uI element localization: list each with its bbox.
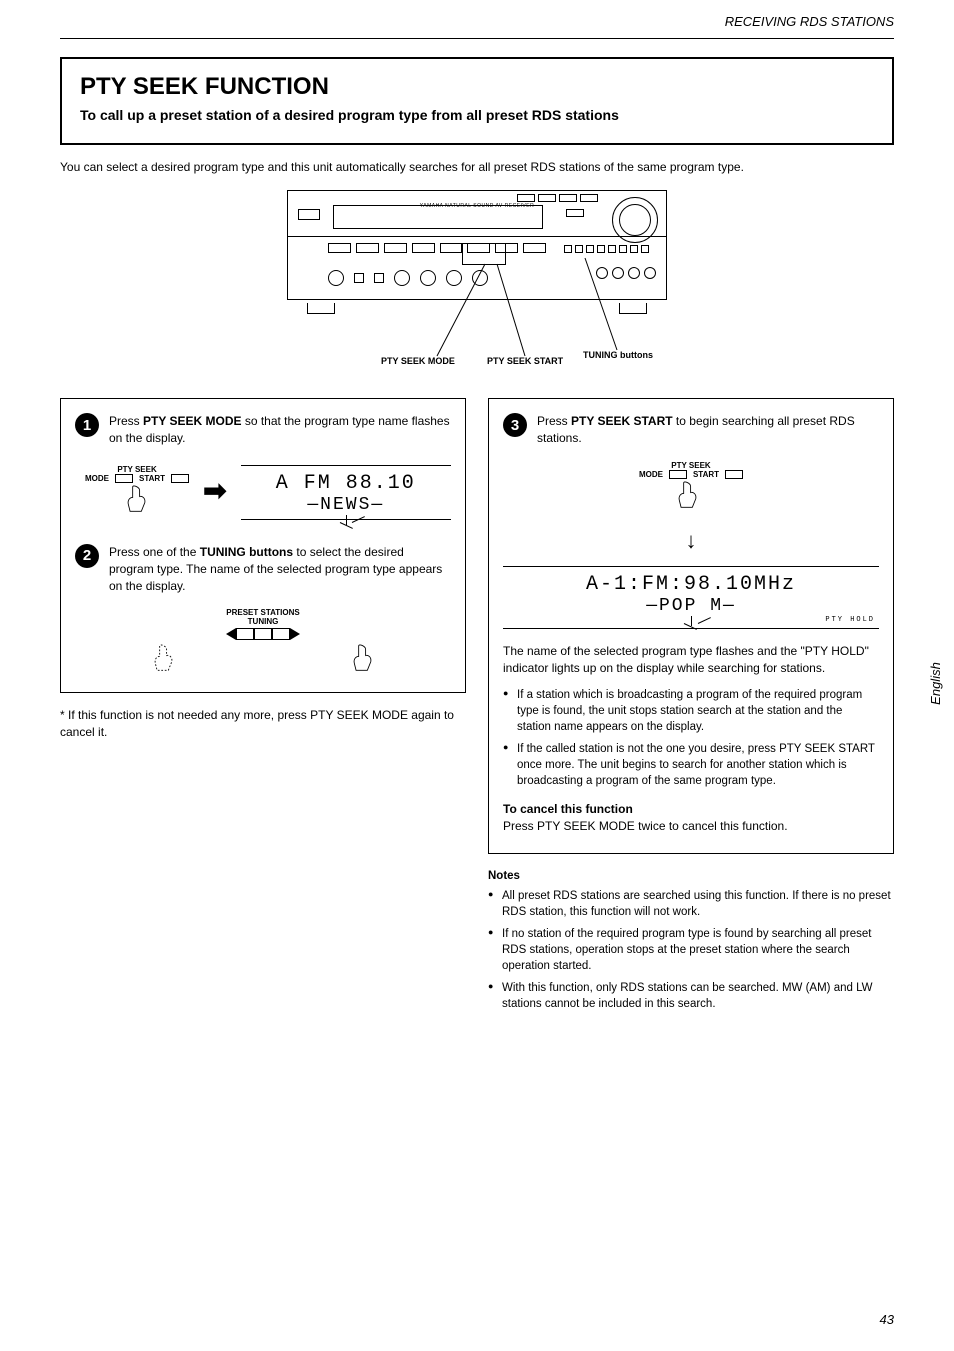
step3-bullets: If a station which is broadcasting a pro… — [503, 687, 879, 790]
top-rule — [60, 38, 894, 39]
amp-low-controls — [328, 267, 546, 289]
cancel-block: To cancel this function Press PTY SEEK M… — [503, 801, 879, 835]
pty-title: PTY SEEK — [85, 465, 189, 474]
step-3-bold: PTY SEEK START — [571, 414, 673, 428]
step-1-bold: PTY SEEK MODE — [143, 414, 241, 428]
note-3: With this function, only RDS stations ca… — [488, 980, 894, 1012]
step-1: 1 Press PTY SEEK MODE so that the progra… — [75, 413, 451, 447]
step-3-visual: PTY SEEK MODE START — [503, 461, 879, 516]
step-3-text-a: Press — [537, 414, 571, 428]
pty-hold-tag: PTY HOLD — [825, 616, 875, 624]
title-box: PTY SEEK FUNCTION To call up a preset st… — [60, 57, 894, 145]
cancel-head: To cancel this function — [503, 801, 879, 818]
header-right: RECEIVING RDS STATIONS — [725, 14, 894, 29]
tuning-right-icon — [290, 628, 300, 640]
note-2: If no station of the required program ty… — [488, 926, 894, 974]
preset-label-1: PRESET STATIONS — [75, 608, 451, 617]
arrow-right-icon: ➡ — [203, 474, 226, 507]
amp-jacks — [596, 267, 656, 279]
hand-right-icon — [350, 644, 376, 674]
mode-button-icon-r — [669, 470, 687, 479]
hand-icon-r — [675, 481, 701, 511]
preset-tuning-visual: PRESET STATIONS TUNING — [75, 608, 451, 674]
page-title: PTY SEEK FUNCTION — [80, 73, 874, 101]
pty-mode-label: MODE — [85, 474, 109, 483]
step-2: 2 Press one of the TUNING buttons to sel… — [75, 544, 451, 594]
callout-pty-mode: PTY SEEK MODE — [381, 356, 455, 366]
step-3: 3 Press PTY SEEK START to begin searchin… — [503, 413, 879, 447]
lcd-display-2: A-1:FM:98.10MHz —POP M— PTY HOLD — [503, 566, 879, 629]
pty-start-label-r: START — [693, 470, 719, 479]
preset-label-2: TUNING — [75, 617, 451, 626]
left-column: 1 Press PTY SEEK MODE so that the progra… — [60, 398, 466, 1018]
notes-block: Notes All preset RDS stations are search… — [488, 868, 894, 1013]
hand-left-dashed-icon — [151, 644, 177, 674]
step-2-num: 2 — [75, 544, 99, 568]
start-button-icon — [171, 474, 189, 483]
start-button-icon-r — [725, 470, 743, 479]
pty-mode-label-r: MODE — [639, 470, 663, 479]
callout-pty-start: PTY SEEK START — [487, 356, 563, 366]
page-subtitle: To call up a preset station of a desired… — [80, 107, 874, 123]
lcd-display-1: A FM 88.10 —NEWS— — [241, 465, 451, 520]
amp-right-buttons — [564, 245, 654, 253]
lcd1-line2: —NEWS— — [307, 495, 384, 515]
intro-text: You can select a desired program type an… — [60, 159, 894, 176]
input-selector-icon — [566, 209, 584, 217]
step-2-bold: TUNING buttons — [200, 545, 293, 559]
pty-start-label: START — [139, 474, 165, 483]
step-1-num: 1 — [75, 413, 99, 437]
callout-lines: PTY SEEK MODE PTY SEEK START TUNING butt… — [287, 310, 667, 370]
lcd2-line1: A-1:FM:98.10MHz — [507, 573, 875, 596]
amp-row-buttons — [328, 243, 546, 257]
down-arrow-icon: ↓ — [503, 528, 879, 554]
notes-head: Notes — [488, 868, 894, 884]
mode-button-icon — [115, 474, 133, 483]
page-number: 43 — [880, 1312, 894, 1327]
note-1: All preset RDS stations are searched usi… — [488, 888, 894, 920]
amplifier-diagram: YAMAHA NATURAL SOUND AV RECEIVER — [60, 190, 894, 370]
pty-title-r: PTY SEEK — [639, 461, 743, 470]
amp-body: YAMAHA NATURAL SOUND AV RECEIVER — [287, 190, 667, 300]
vertical-language-label: English — [929, 662, 944, 705]
left-stepbox: 1 Press PTY SEEK MODE so that the progra… — [60, 398, 466, 693]
step-1-text-a: Press — [109, 414, 143, 428]
pty-buttons-left: PTY SEEK MODE START — [85, 465, 189, 515]
step-2-text-a: Press one of the — [109, 545, 200, 559]
amp-display-window — [333, 205, 543, 229]
right-stepbox: 3 Press PTY SEEK START to begin searchin… — [488, 398, 894, 853]
step3-para: The name of the selected program type fl… — [503, 643, 879, 677]
callout-tuning: TUNING buttons — [583, 350, 653, 360]
bullet-2: If the called station is not the one you… — [503, 741, 879, 789]
left-footnote: * If this function is not needed any mor… — [60, 707, 466, 741]
step-3-num: 3 — [503, 413, 527, 437]
hand-icon — [124, 485, 150, 515]
lcd1-line1: A FM 88.10 — [245, 472, 447, 495]
tuning-left-icon — [226, 628, 236, 640]
step-1-visual: PTY SEEK MODE START ➡ A FM 88.10 —NEWS— — [85, 461, 451, 520]
power-button-icon — [298, 209, 320, 220]
cancel-body: Press PTY SEEK MODE twice to cancel this… — [503, 818, 879, 835]
amp-badges — [517, 194, 598, 202]
columns: 1 Press PTY SEEK MODE so that the progra… — [60, 398, 894, 1018]
pty-seek-box-icon — [462, 243, 506, 265]
pty-buttons-right: PTY SEEK MODE START — [639, 461, 743, 511]
bullet-1: If a station which is broadcasting a pro… — [503, 687, 879, 735]
right-column: 3 Press PTY SEEK START to begin searchin… — [488, 398, 894, 1018]
lcd2-line2: —POP M— — [646, 596, 736, 616]
